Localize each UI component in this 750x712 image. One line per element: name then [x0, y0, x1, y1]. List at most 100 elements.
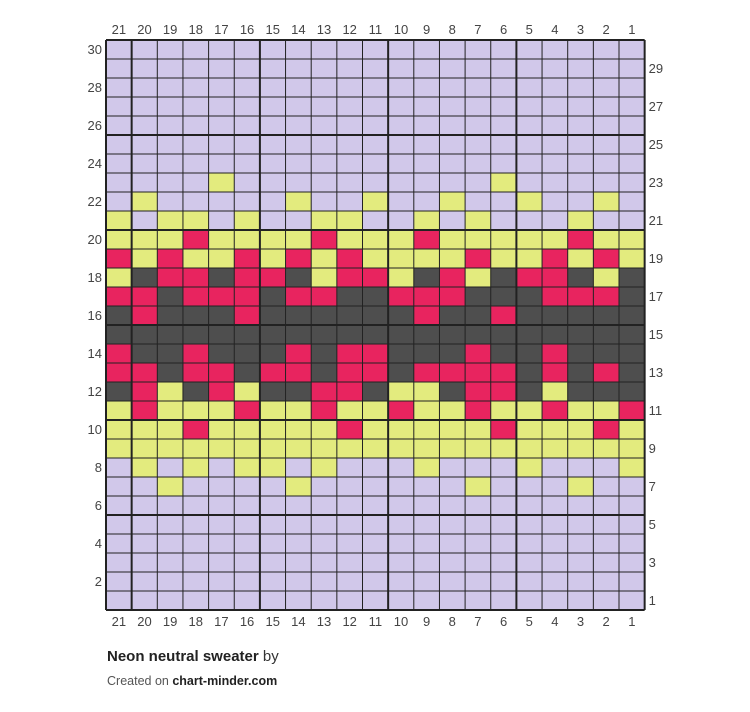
chart-cell-row8-col6 [490, 458, 517, 477]
column-label-top: 10 [394, 22, 408, 37]
chart-cell-row21-col6 [490, 211, 517, 230]
chart-cell-row8-col8 [439, 458, 466, 477]
chart-cell-row6-col10 [388, 496, 414, 515]
chart-cell-row6-col16 [234, 496, 260, 515]
chart-cell-row22-col6 [490, 192, 517, 211]
chart-cell-row17-col16 [234, 287, 260, 306]
chart-cell-row24-col17 [208, 154, 235, 173]
chart-cell-row17-col14 [285, 287, 312, 306]
chart-cell-row9-col20 [131, 439, 158, 458]
chart-cell-row27-col14 [285, 97, 312, 116]
chart-cell-row3-col19 [157, 553, 183, 572]
chart-cell-row16-col8 [439, 306, 466, 325]
chart-cell-row3-col9 [413, 553, 440, 572]
chart-cell-row17-col11 [362, 287, 389, 306]
chart-cell-row28-col14 [285, 78, 312, 97]
chart-cell-row1-col3 [567, 591, 594, 610]
chart-cell-row15-col16 [234, 325, 260, 344]
chart-cell-row27-col2 [593, 97, 619, 116]
chart-cell-row23-col13 [311, 173, 337, 192]
chart-cell-row19-col20 [131, 249, 158, 268]
chart-cell-row15-col18 [182, 325, 209, 344]
chart-cell-row8-col4 [542, 458, 568, 477]
chart-cell-row13-col8 [439, 363, 466, 382]
chart-cell-row10-col11 [362, 420, 389, 439]
chart-cell-row7-col5 [516, 477, 543, 496]
chart-cell-row4-col6 [490, 534, 517, 553]
chart-cell-row12-col16 [234, 382, 260, 401]
chart-cell-row4-col13 [311, 534, 337, 553]
chart-cell-row23-col11 [362, 173, 389, 192]
chart-cell-row10-col12 [336, 420, 363, 439]
chart-cell-row2-col20 [131, 572, 158, 591]
chart-cell-row28-col21 [106, 78, 132, 97]
chart-cell-row30-col4 [542, 40, 568, 59]
chart-cell-row11-col1 [619, 401, 645, 420]
chart-cell-row15-col15 [259, 325, 286, 344]
chart-cell-row5-col3 [567, 515, 594, 534]
chart-cell-row2-col6 [490, 572, 517, 591]
chart-cell-row30-col6 [490, 40, 517, 59]
chart-cell-row17-col17 [208, 287, 235, 306]
chart-cell-row27-col20 [131, 97, 158, 116]
chart-cell-row3-col8 [439, 553, 466, 572]
chart-cell-row16-col6 [490, 306, 517, 325]
chart-cell-row4-col7 [465, 534, 491, 553]
chart-cell-row2-col16 [234, 572, 260, 591]
chart-cell-row22-col8 [439, 192, 466, 211]
chart-cell-row18-col18 [182, 268, 209, 287]
chart-cell-row5-col9 [413, 515, 440, 534]
chart-cell-row19-col10 [388, 249, 414, 268]
chart-cell-row29-col6 [490, 59, 517, 78]
chart-cell-row25-col4 [542, 135, 568, 154]
chart-cell-row1-col5 [516, 591, 543, 610]
chart-cell-row22-col16 [234, 192, 260, 211]
chart-cell-row10-col14 [285, 420, 312, 439]
chart-cell-row13-col21 [106, 363, 132, 382]
chart-cell-row1-col11 [362, 591, 389, 610]
chart-cell-row25-col2 [593, 135, 619, 154]
chart-cell-row9-col5 [516, 439, 543, 458]
chart-cell-row1-col20 [131, 591, 158, 610]
chart-cell-row26-col3 [567, 116, 594, 135]
chart-cell-row14-col8 [439, 344, 466, 363]
chart-cell-row23-col10 [388, 173, 414, 192]
chart-cell-row10-col9 [413, 420, 440, 439]
column-label-bottom: 15 [265, 614, 279, 629]
chart-cell-row29-col15 [259, 59, 286, 78]
chart-cell-row3-col15 [259, 553, 286, 572]
chart-cell-row10-col5 [516, 420, 543, 439]
chart-cell-row12-col6 [490, 382, 517, 401]
chart-cell-row12-col12 [336, 382, 363, 401]
chart-cell-row20-col5 [516, 230, 543, 249]
chart-cell-row11-col12 [336, 401, 363, 420]
row-label-right: 13 [649, 365, 663, 380]
credit-site-link[interactable]: chart-minder.com [172, 674, 278, 688]
chart-cell-row21-col19 [157, 211, 183, 230]
row-label-right: 3 [649, 555, 656, 570]
chart-cell-row29-col18 [182, 59, 209, 78]
column-label-top: 2 [603, 22, 610, 37]
chart-cell-row28-col2 [593, 78, 619, 97]
column-label-bottom: 20 [137, 614, 151, 629]
chart-cell-row13-col15 [259, 363, 286, 382]
chart-cell-row30-col7 [465, 40, 491, 59]
chart-cell-row9-col10 [388, 439, 414, 458]
chart-cell-row19-col7 [465, 249, 491, 268]
chart-cell-row11-col15 [259, 401, 286, 420]
chart-cell-row30-col2 [593, 40, 619, 59]
chart-cell-row11-col18 [182, 401, 209, 420]
chart-cell-row28-col1 [619, 78, 645, 97]
chart-cell-row27-col8 [439, 97, 466, 116]
column-label-top: 3 [577, 22, 584, 37]
column-label-top: 9 [423, 22, 430, 37]
chart-cell-row12-col14 [285, 382, 312, 401]
chart-cell-row19-col17 [208, 249, 235, 268]
chart-cell-row15-col7 [465, 325, 491, 344]
chart-cell-row18-col12 [336, 268, 363, 287]
chart-cell-row13-col9 [413, 363, 440, 382]
chart-cell-row29-col16 [234, 59, 260, 78]
chart-cell-row24-col12 [336, 154, 363, 173]
chart-cell-row7-col9 [413, 477, 440, 496]
chart-cell-row13-col7 [465, 363, 491, 382]
